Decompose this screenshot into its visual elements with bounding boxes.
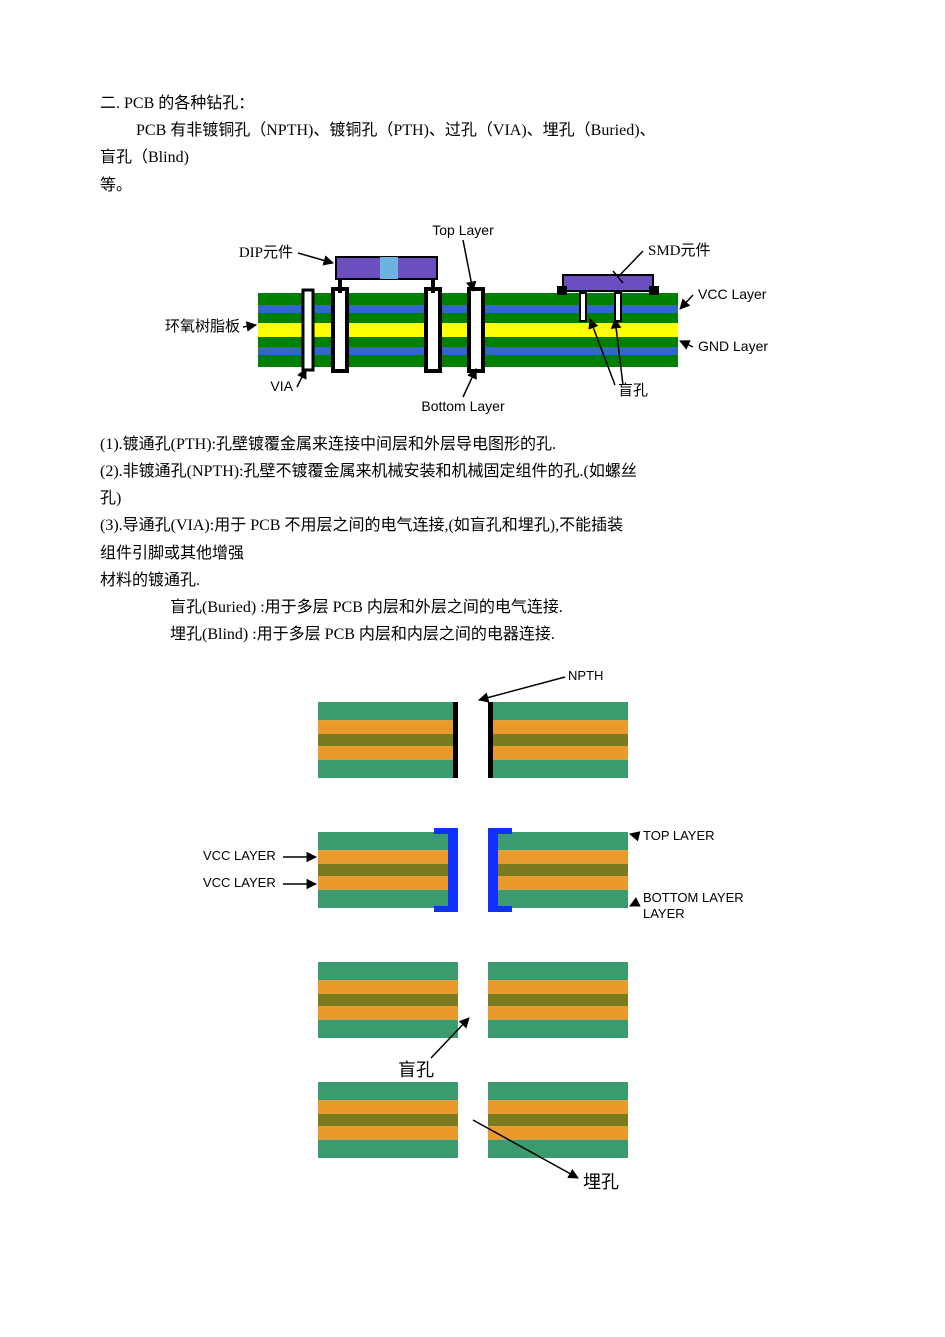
svg-text:BOTTOM LAYER: BOTTOM LAYER — [643, 890, 744, 905]
section-heading: 二. PCB 的各种钻孔： — [100, 90, 845, 117]
intro-line-3: 等。 — [100, 172, 845, 199]
svg-text:VCC LAYER: VCC LAYER — [203, 875, 276, 890]
svg-text:环氧树脂板: 环氧树脂板 — [165, 317, 240, 335]
def-via-a: (3).导通孔(VIA):用于 PCB 不用层之间的电气连接,(如盲孔和埋孔),… — [100, 512, 845, 539]
svg-text:TOP LAYER: TOP LAYER — [643, 828, 715, 843]
def-via-c: 材料的镀通孔. — [100, 567, 845, 594]
svg-text:DIP元件: DIP元件 — [238, 244, 292, 261]
def-via-b: 组件引脚或其他增强 — [100, 540, 845, 567]
svg-text:埋孔: 埋孔 — [583, 1172, 619, 1192]
def-pth: (1).镀通孔(PTH):孔壁镀覆金属来连接中间层和外层导电图形的孔. — [100, 431, 845, 458]
intro-line-1: PCB 有非镀铜孔（NPTH)、镀铜孔（PTH)、过孔（VIA)、埋孔（Buri… — [100, 117, 845, 144]
svg-text:SMD元件: SMD元件 — [648, 242, 711, 259]
svg-text:Bottom Layer: Bottom Layer — [421, 398, 505, 414]
hole-types-diagram: NPTH VCC LAYER VCC LAYER TOP LAYER BOTTOM LA… — [100, 662, 845, 1192]
svg-text:NPTH: NPTH — [568, 668, 603, 683]
svg-text:VCC Layer: VCC Layer — [698, 286, 767, 302]
pcb-cross-section-diagram: Top Layer DIP元件 SMD元件 VCC Layer GND Layer 环氧树… — [100, 213, 845, 423]
def-buried: 盲孔(Buried) :用于多层 PCB 内层和外层之间的电气连接. — [100, 594, 845, 621]
svg-text:Top Layer: Top Layer — [432, 222, 494, 238]
intro-line-2: 盲孔（Blind) — [100, 144, 845, 171]
def-npth-b: 孔) — [100, 485, 845, 512]
svg-text:GND Layer: GND Layer — [698, 338, 768, 354]
svg-text:LAYER: LAYER — [643, 906, 685, 921]
def-npth-a: (2).非镀通孔(NPTH):孔壁不镀覆金属来机械安装和机械固定组件的孔.(如螺… — [100, 458, 845, 485]
def-blind: 埋孔(Blind) :用于多层 PCB 内层和内层之间的电器连接. — [100, 621, 845, 648]
svg-text:盲孔: 盲孔 — [398, 1060, 434, 1080]
svg-text:VIA: VIA — [270, 378, 293, 394]
svg-text:VCC LAYER: VCC LAYER — [203, 848, 276, 863]
